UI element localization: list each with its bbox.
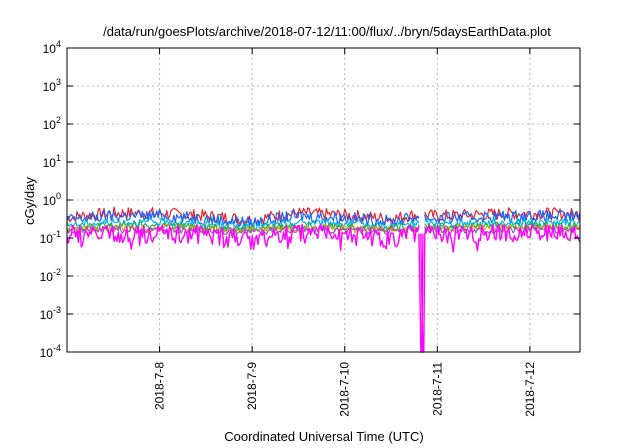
y-tick-label: 10-1 [40, 229, 61, 246]
y-tick-label: 10-2 [40, 267, 61, 284]
y-tick-label: 10-3 [40, 305, 61, 322]
x-axis-label: Coordinated Universal Time (UTC) [224, 429, 423, 444]
series-group [66, 206, 581, 353]
series-line [66, 223, 581, 253]
x-tick-label: 2018-7-8 [153, 362, 167, 410]
y-tick-label: 104 [43, 39, 61, 56]
grid [67, 48, 580, 352]
y-axis-label: cGy/day [22, 177, 37, 225]
x-ticks: 2018-7-8 2018-7-9 2018-7-10 2018-7-11 2018-7… [153, 48, 537, 417]
y-ticks: 10-4 10-3 10-2 10-1 100 101 102 103 104 [40, 39, 580, 360]
x-tick-label: 2018-7-10 [338, 362, 352, 417]
y-tick-label: 10-4 [40, 343, 61, 360]
x-tick-label: 2018-7-9 [245, 362, 259, 410]
x-tick-label: 2018-7-11 [430, 362, 444, 416]
chart-title: /data/run/goesPlots/archive/2018-07-12/1… [103, 24, 551, 39]
y-tick-label: 100 [43, 191, 61, 208]
y-tick-label: 103 [43, 77, 61, 94]
x-tick-label: 2018-7-12 [523, 362, 537, 417]
y-tick-label: 101 [43, 153, 61, 170]
y-tick-label: 102 [43, 115, 61, 132]
